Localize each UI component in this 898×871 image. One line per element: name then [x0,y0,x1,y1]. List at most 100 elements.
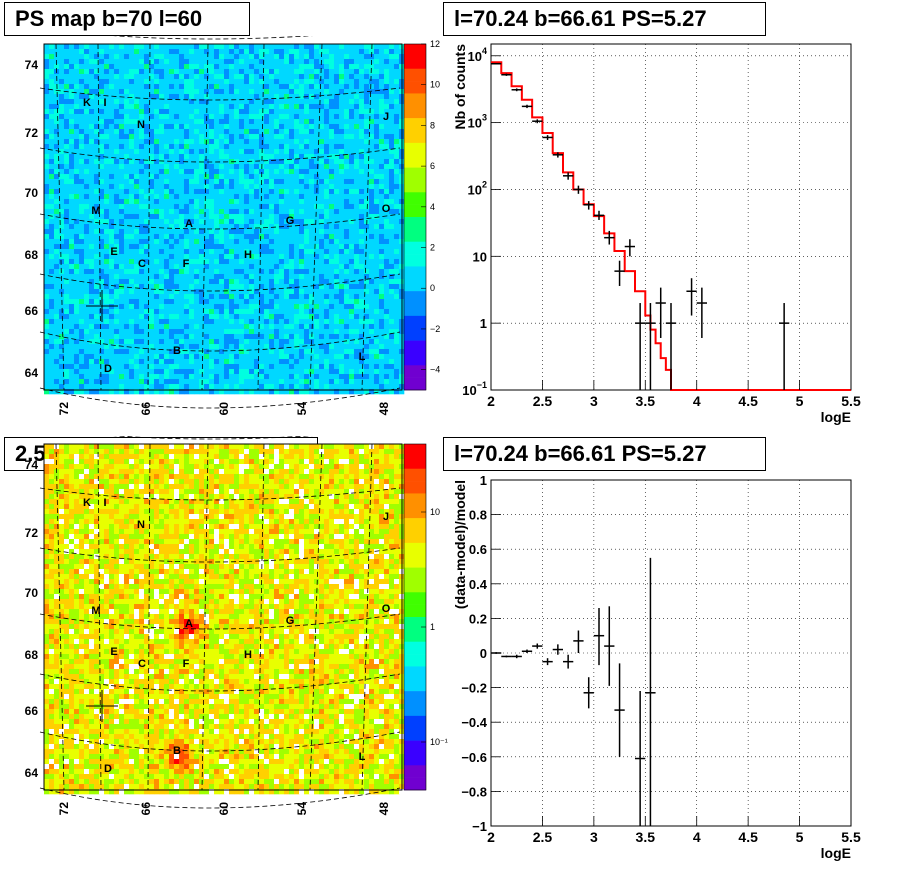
y-tick-label: 64 [25,366,39,380]
source-label: N [137,519,145,531]
ps-map-source-labels: K I N J M A G O E C F H B L D [83,97,391,375]
source-label: A [185,618,193,630]
source-label: E [110,646,117,658]
colorbar-tick-label: 0 [430,283,435,293]
x-tick-label: 3.5 [636,829,656,845]
x-tick-label: 3 [590,393,598,409]
ps-map-axes: 74 72 70 68 66 64 72 66 60 54 48 [25,43,403,416]
colorbar-tick-label: 12 [430,39,440,49]
x-axis-label: logE [821,409,851,425]
ps-map-colorbar: 12 10 8 6 4 2 0 −2 −4 [403,39,440,391]
colorbar-tick-label: 6 [430,161,435,171]
y-axis-label: (data-model)/model [452,480,468,609]
count-map-graticule [39,436,401,809]
x-tick-label: 48 [377,802,391,816]
spectrum-top-title: l=70.24 b=66.61 PS=5.27 [443,2,766,36]
x-tick-label: 4.5 [738,393,758,409]
x-tick-label: 72 [57,802,71,816]
source-label: G [286,615,295,627]
x-tick-label: 5.5 [841,829,861,845]
x-tick-label: 60 [217,402,231,416]
y-tick-label: 72 [25,126,39,140]
y-tick-label: 70 [25,586,39,600]
y-tick-label: 0.6 [469,542,487,557]
source-label: I [103,97,106,109]
source-label: J [383,111,389,123]
y-tick-label: 70 [25,186,39,200]
count-map-source-labels: K I N J M A G O E C F H B L D [83,497,391,775]
y-tick-label: 0.8 [469,508,487,523]
x-tick-label: 54 [295,402,309,416]
colorbar-tick-label: 10⁻¹ [430,737,448,747]
y-tick-label: 10 [473,249,487,264]
source-label: M [91,205,100,217]
y-tick-label: 0 [480,646,487,661]
x-tick-label: 4.5 [738,829,758,845]
y-tick-label: 66 [25,704,39,718]
source-label: B [173,745,181,757]
source-label: F [183,258,190,270]
y-tick-label: 102 [468,179,487,197]
colorbar-tick-label: 4 [430,202,435,212]
count-map-axes: 74 72 70 68 66 64 72 66 60 54 48 [25,443,403,816]
count-map-panel: 10 1 10⁻¹ 74 72 70 68 66 64 72 66 60 54 48 K I N J M A G O E… [25,436,448,816]
spectrum-bottom-title: l=70.24 b=66.61 PS=5.27 [443,437,766,471]
y-tick-label: −0.8 [461,784,487,799]
source-label: L [359,351,366,363]
y-tick-label: 72 [25,526,39,540]
x-tick-label: 66 [139,802,153,816]
source-label: C [138,658,146,670]
y-tick-label: 66 [25,304,39,318]
y-tick-label: −1 [472,819,487,834]
source-label: G [286,215,295,227]
source-label: N [137,119,145,131]
source-label: L [359,751,366,763]
source-label: K [83,97,91,109]
x-tick-label: 4 [693,829,701,845]
x-tick-label: 2 [487,829,495,845]
source-label: M [91,605,100,617]
x-tick-label: 2 [487,393,495,409]
y-tick-label: 103 [468,113,487,131]
x-tick-label: 2.5 [533,829,553,845]
source-label: O [382,603,391,615]
y-tick-label: 1 [480,473,487,488]
y-tick-label: 0.4 [469,577,488,592]
source-label: A [185,218,193,230]
colorbar-tick-label: 10 [430,507,440,517]
source-label: D [104,763,112,775]
x-axis-label: logE [821,845,851,861]
x-tick-label: 5 [796,393,804,409]
y-axis-label: Nb of counts [452,44,468,130]
residual-plot: 2 2.5 3 3.5 4 4.5 5 5.5 1 0.8 0.6 0.4 0.2 0 −0.2 −0.4 −0… [452,473,861,861]
colorbar-tick-label: 1 [430,622,435,632]
x-tick-label: 3 [590,829,598,845]
source-label: O [382,203,391,215]
source-label: C [138,258,146,270]
colorbar-tick-label: 8 [430,120,435,130]
x-tick-label: 72 [57,402,71,416]
count-map-colorbar: 10 1 10⁻¹ [403,443,448,791]
x-tick-label: 2.5 [533,393,553,409]
y-tick-label: 74 [25,458,39,472]
model-step-line [491,61,851,391]
source-label: I [103,497,106,509]
source-label: H [244,649,252,661]
y-tick-label: 10−1 [462,380,487,398]
y-tick-label: 104 [468,46,487,64]
ps-map-graticule [39,36,401,409]
x-tick-label: 4 [693,393,701,409]
y-tick-label: −0.4 [461,715,487,730]
colorbar-tick-label: −2 [430,324,440,334]
x-tick-label: 5.5 [841,393,861,409]
x-tick-label: 54 [295,802,309,816]
source-label: J [383,511,389,523]
colorbar-tick-label: −4 [430,365,440,375]
x-tick-label: 5 [796,829,804,845]
y-tick-label: −0.6 [461,750,487,765]
source-label: H [244,249,252,261]
y-tick-label: 64 [25,766,39,780]
